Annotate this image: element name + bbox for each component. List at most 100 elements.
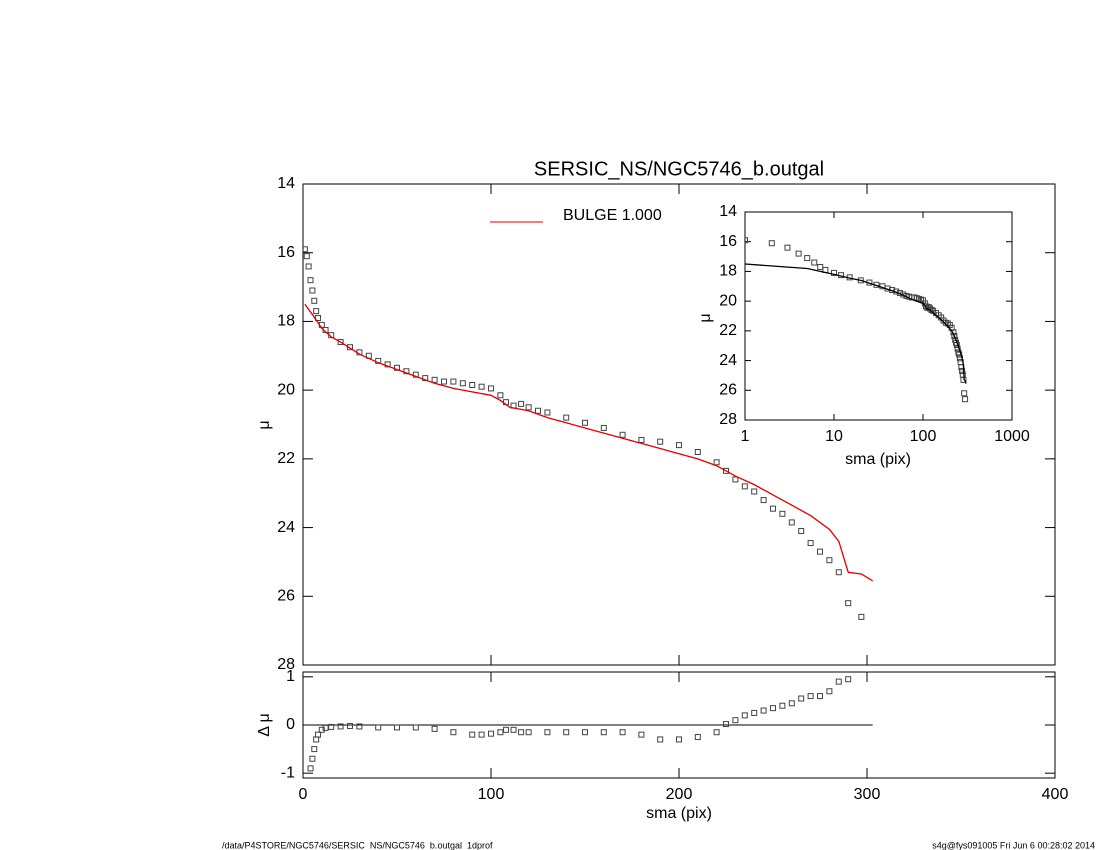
data-point	[394, 364, 400, 371]
y-tick-label: 16	[277, 244, 295, 261]
data-point	[450, 378, 457, 385]
data-point	[817, 548, 823, 555]
data-point	[826, 557, 833, 564]
y-axis-label: μ	[256, 420, 273, 429]
x-tick-label: 100	[478, 786, 505, 803]
data-point	[518, 729, 525, 736]
data-point	[412, 371, 419, 378]
y-tick-label: 28	[719, 411, 737, 428]
data-point	[732, 476, 739, 483]
legend-label: BULGE 1.000	[563, 207, 662, 224]
inset-frame	[744, 211, 1013, 421]
data-point	[497, 729, 504, 736]
data-point	[375, 724, 382, 731]
data-point	[831, 269, 837, 276]
y-tick-label: 26	[277, 588, 295, 605]
x-axis-label: sma (pix)	[646, 805, 712, 822]
data-point	[745, 237, 748, 244]
data-point	[318, 726, 325, 733]
data-point	[760, 497, 767, 504]
x-tick-label: 200	[666, 786, 693, 803]
x-tick-label: 10	[825, 428, 843, 445]
residual-y-axis-label: Δ μ	[256, 713, 273, 736]
data-point	[959, 367, 966, 374]
data-point	[303, 246, 308, 253]
data-point	[305, 263, 312, 270]
data-point	[826, 688, 833, 695]
data-point	[694, 448, 701, 455]
data-point	[544, 729, 551, 736]
data-point	[384, 361, 391, 368]
data-point	[469, 381, 476, 388]
data-point	[845, 676, 852, 683]
data-point	[741, 712, 748, 719]
data-point	[503, 726, 510, 733]
data-point	[798, 528, 805, 535]
data-point	[835, 678, 842, 685]
data-point	[951, 333, 958, 340]
data-point	[469, 731, 476, 738]
data-point	[582, 729, 588, 736]
data-point	[356, 723, 363, 730]
data-point	[307, 277, 314, 284]
y-tick-label: 22	[277, 450, 295, 467]
x-tick-label: 300	[854, 786, 881, 803]
data-point	[817, 693, 823, 700]
data-point	[723, 721, 729, 728]
data-point	[779, 510, 786, 517]
data-point	[961, 390, 968, 397]
data-point	[784, 244, 791, 251]
data-point	[779, 702, 786, 709]
data-point	[497, 392, 504, 399]
x-tick-label: 1	[741, 428, 750, 445]
footer-right: s4g@fys091005 Fri Jun 6 00:28:02 2014	[932, 840, 1095, 850]
y-tick-label: 18	[719, 263, 737, 280]
data-point	[676, 442, 682, 449]
data-point	[478, 383, 485, 390]
inset-background	[745, 212, 1012, 420]
data-point	[563, 729, 570, 736]
data-point	[657, 736, 664, 743]
data-point	[313, 308, 320, 315]
data-point	[713, 459, 720, 466]
residual-plot	[303, 676, 873, 772]
data-point	[600, 729, 607, 736]
data-point	[322, 724, 329, 731]
data-point	[751, 709, 758, 716]
data-point	[858, 613, 865, 620]
data-point	[723, 467, 729, 474]
inset-plot	[745, 237, 969, 403]
data-point	[845, 600, 852, 607]
y-tick-label: 24	[719, 352, 737, 369]
data-point	[311, 297, 318, 304]
y-tick-label: 14	[277, 175, 295, 192]
y-tick-label: 1	[286, 668, 295, 685]
y-tick-label: 20	[719, 292, 737, 309]
y-tick-label: 20	[277, 381, 295, 398]
data-point	[311, 746, 318, 753]
data-point	[488, 730, 494, 737]
data-point	[788, 519, 795, 526]
data-point	[770, 505, 776, 512]
data-point	[638, 731, 645, 738]
data-point	[394, 724, 400, 731]
data-point	[835, 569, 842, 576]
data-point	[525, 729, 532, 736]
data-point	[760, 707, 767, 714]
data-point	[309, 755, 316, 762]
data-point	[788, 700, 795, 707]
data-point	[431, 725, 438, 732]
data-point	[563, 414, 570, 421]
data-point	[732, 717, 739, 724]
x-tick-label: 400	[1042, 786, 1069, 803]
data-point	[751, 488, 758, 495]
data-point	[657, 438, 664, 445]
data-point	[403, 368, 410, 375]
data-point	[962, 396, 969, 403]
data-point	[768, 240, 775, 247]
model-line	[745, 263, 967, 384]
data-point	[337, 723, 344, 730]
data-point	[441, 378, 447, 385]
data-point	[309, 287, 316, 294]
